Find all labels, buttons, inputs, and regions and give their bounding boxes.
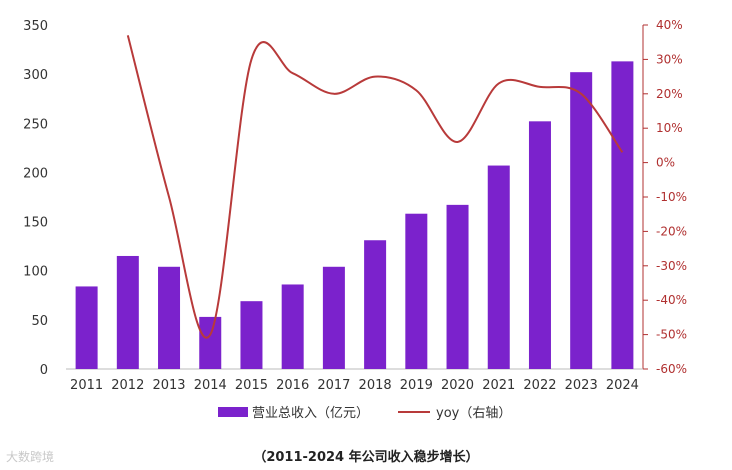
x-tick-label: 2024 xyxy=(606,378,639,393)
x-tick-label: 2021 xyxy=(482,378,515,393)
x-tick-label: 2018 xyxy=(359,378,392,393)
x-tick-label: 2011 xyxy=(70,378,103,393)
bar-2018 xyxy=(364,240,387,369)
bar-2021 xyxy=(487,165,510,369)
bar-2015 xyxy=(240,301,263,369)
bar-2022 xyxy=(528,121,551,369)
right-tick-label: -60% xyxy=(656,362,687,376)
bar-2020 xyxy=(446,204,469,369)
x-tick-label: 2016 xyxy=(276,378,309,393)
bar-2019 xyxy=(405,213,428,369)
chart-caption: （2011-2024 年公司收入稳步增长） xyxy=(253,450,479,465)
bar-2024 xyxy=(611,61,634,369)
left-axis-ticks: 0 50 100 150 200 250 300 350 xyxy=(23,19,48,378)
right-tick-label: -30% xyxy=(656,259,687,273)
bar-2016 xyxy=(281,284,304,369)
right-tick-label: 10% xyxy=(656,121,683,135)
x-axis-ticks: 2011 2012 2013 2014 2015 2016 2017 2018 2019 2020… xyxy=(70,378,639,393)
right-tick-label: 30% xyxy=(656,52,683,66)
x-tick-label: 2019 xyxy=(400,378,433,393)
right-tick-label: 20% xyxy=(656,87,683,101)
right-axis-ticks: -60% -50% -40% -30% -20% -10% 0% 10% 20% 30% 40% xyxy=(643,18,687,376)
right-tick-label: -50% xyxy=(656,328,687,342)
x-tick-label: 2023 xyxy=(565,378,598,393)
bar-2012 xyxy=(116,255,139,369)
x-tick-label: 2015 xyxy=(235,378,268,393)
bar-2011 xyxy=(75,286,98,369)
left-tick-label: 100 xyxy=(23,265,48,280)
right-tick-label: -40% xyxy=(656,293,687,307)
right-tick-label: 0% xyxy=(656,156,675,170)
left-tick-label: 50 xyxy=(31,314,48,329)
legend-line-label: yoy（右轴） xyxy=(436,406,511,421)
right-tick-label: -20% xyxy=(656,224,687,238)
bar-2023 xyxy=(570,72,593,370)
x-tick-label: 2014 xyxy=(194,378,227,393)
x-tick-label: 2012 xyxy=(111,378,144,393)
bar-series xyxy=(75,61,634,370)
bar-2014 xyxy=(199,316,222,369)
left-tick-label: 150 xyxy=(23,216,48,231)
bar-2017 xyxy=(322,266,345,369)
x-tick-label: 2020 xyxy=(441,378,474,393)
right-tick-label: 40% xyxy=(656,18,683,32)
bar-2013 xyxy=(158,266,181,369)
left-tick-label: 250 xyxy=(23,117,48,132)
x-tick-label: 2013 xyxy=(152,378,185,393)
right-tick-label: -10% xyxy=(656,190,687,204)
left-tick-label: 0 xyxy=(40,363,48,378)
legend-bar-swatch xyxy=(218,407,248,417)
yoy-line xyxy=(126,35,624,339)
watermark: 大数跨境 xyxy=(6,450,55,464)
left-tick-label: 300 xyxy=(23,68,48,83)
left-tick-label: 350 xyxy=(23,19,48,34)
legend: 营业总收入（亿元） yoy（右轴） xyxy=(218,406,511,421)
left-tick-label: 200 xyxy=(23,166,48,181)
legend-bar-label: 营业总收入（亿元） xyxy=(252,406,369,421)
x-tick-label: 2022 xyxy=(523,378,556,393)
x-tick-label: 2017 xyxy=(317,378,350,393)
